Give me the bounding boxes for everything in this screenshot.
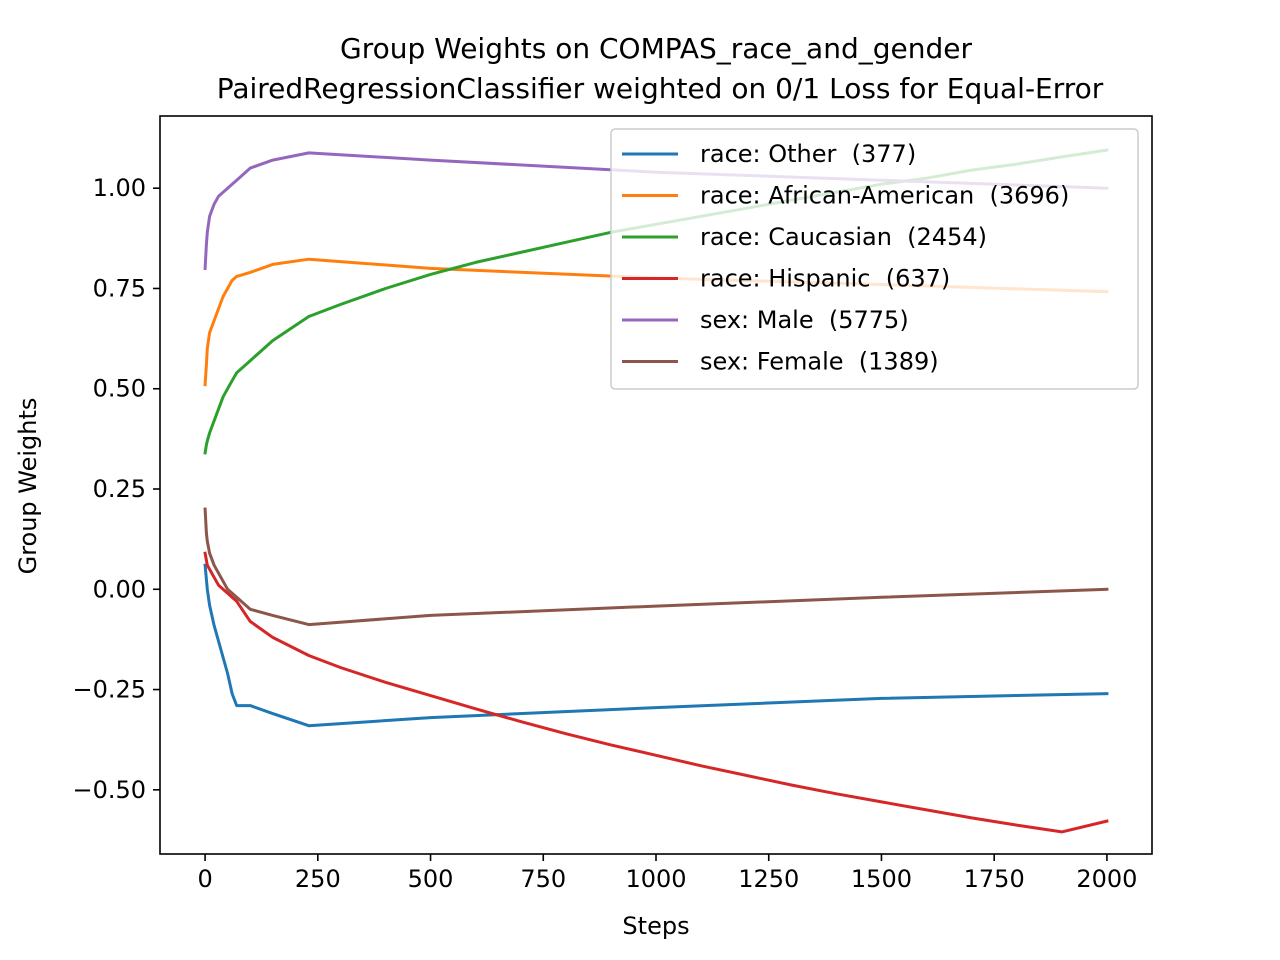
y-tick-label: −0.50 (72, 776, 146, 804)
x-axis-label: Steps (622, 912, 689, 940)
legend: race: Other (377) race: African-American … (610, 128, 1139, 390)
series-line-5 (203, 507, 1109, 627)
axes-layer: 0 250 500 750 1000 1250 1500 1750 2000 −0.50 −0.25… (72, 115, 1153, 893)
x-tick-label: 1750 (964, 865, 1025, 893)
x-tick-label: 0 (197, 865, 212, 893)
x-tick-label: 1000 (625, 865, 686, 893)
x-tick-label: 250 (295, 865, 341, 893)
y-axis-label: Group Weights (14, 398, 42, 575)
series-line-4 (203, 151, 1109, 270)
legend-entry-0: race: Other (377) (700, 140, 916, 168)
series-line-3 (203, 551, 1109, 834)
chart-title: Group Weights on COMPAS_race_and_gender (340, 32, 972, 65)
x-tick-label: 2000 (1076, 865, 1137, 893)
chart-subtitle: PairedRegressionClassifier weighted on 0… (217, 72, 1104, 105)
y-tick-label: 0.50 (93, 375, 146, 403)
y-tick-label: −0.25 (72, 676, 146, 704)
legend-entry-2: race: Caucasian (2454) (700, 223, 987, 251)
x-tick-label: 500 (408, 865, 454, 893)
y-tick-label: 0.00 (93, 575, 146, 603)
legend-box (610, 128, 1139, 390)
x-tick-label: 1250 (738, 865, 799, 893)
legend-entry-3: race: Hispanic (637) (700, 265, 950, 293)
y-tick-label: 0.75 (93, 274, 146, 302)
legend-entry-1: race: African-American (3696) (700, 182, 1069, 210)
series-line-0 (203, 563, 1109, 728)
series-line-1 (203, 257, 1109, 387)
y-tick-label: 1.00 (93, 174, 146, 202)
x-tick-label: 750 (520, 865, 566, 893)
x-tick-label: 1500 (851, 865, 912, 893)
legend-entry-5: sex: Female (1389) (700, 348, 939, 376)
y-tick-label: 0.25 (93, 475, 146, 503)
series-layer (203, 148, 1109, 834)
legend-entry-4: sex: Male (5775) (700, 306, 909, 334)
